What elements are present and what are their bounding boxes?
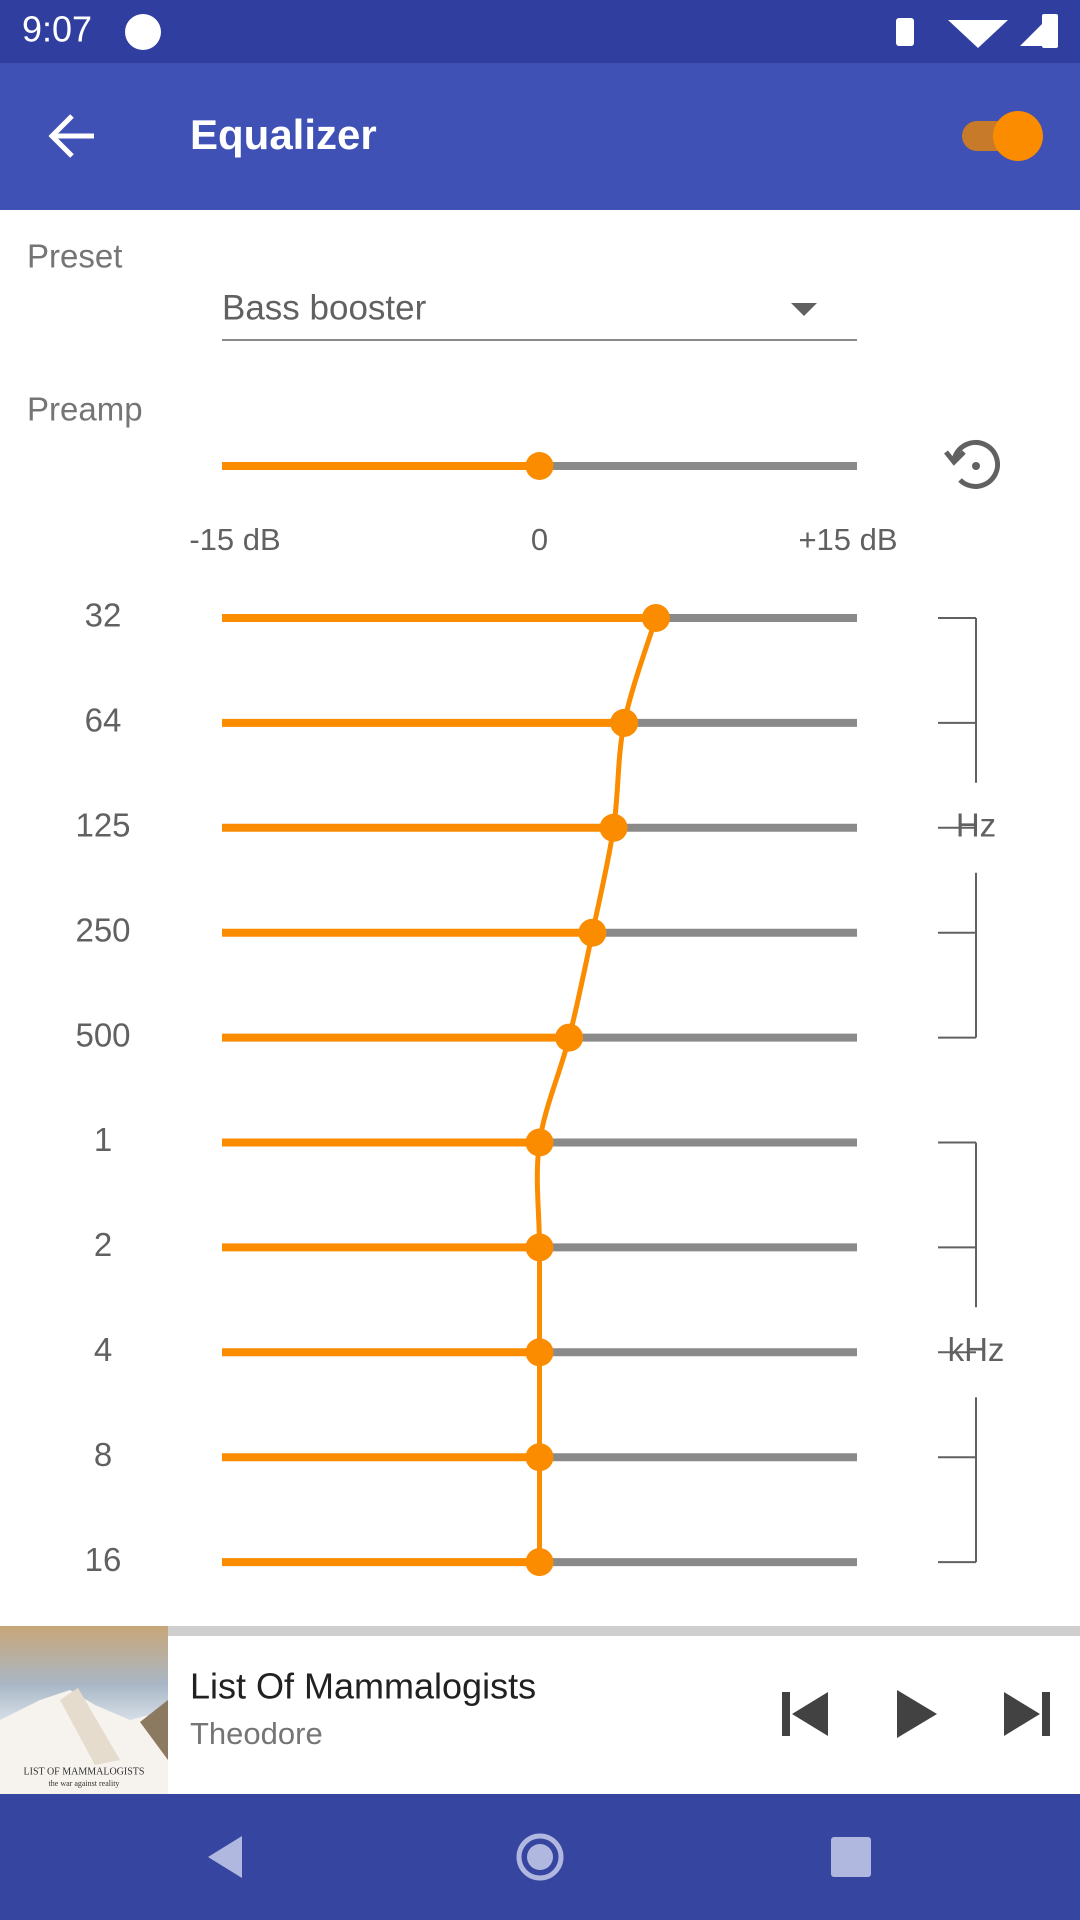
nav-home[interactable]	[516, 1833, 564, 1881]
band-group-label: kHz	[948, 1331, 1005, 1368]
band-label: 4	[94, 1331, 112, 1368]
preset-dropdown[interactable]: Bass booster	[222, 288, 427, 327]
band-label: 1	[94, 1121, 112, 1158]
album-art: LIST OF MAMMALOGISTS the war against rea…	[0, 1626, 168, 1794]
play-button[interactable]	[897, 1690, 937, 1738]
status-icons	[896, 14, 1058, 48]
next-button[interactable]	[1004, 1692, 1050, 1736]
band-label: 2	[94, 1226, 112, 1263]
track-artist: Theodore	[190, 1716, 323, 1751]
nav-recents[interactable]	[831, 1837, 871, 1877]
band-label: 32	[85, 597, 122, 634]
band-thumb[interactable]	[525, 1548, 554, 1577]
nav-home-dot	[527, 1844, 553, 1870]
band-thumb[interactable]	[599, 813, 628, 842]
eq-curve	[534, 617, 659, 1563]
back-button[interactable]	[48, 114, 94, 158]
nav-back[interactable]	[208, 1836, 242, 1878]
band-thumb[interactable]	[641, 604, 670, 632]
reset-button[interactable]	[944, 439, 1001, 489]
toggle-thumb	[993, 111, 1043, 161]
status-time: 9:07	[22, 9, 92, 50]
album-art-subtitle: the war against reality	[49, 1779, 120, 1788]
band-label: 125	[75, 807, 130, 844]
enable-toggle[interactable]	[962, 111, 1043, 161]
app-bar	[0, 63, 1080, 210]
band-thumb[interactable]	[555, 1023, 584, 1052]
band-thumb[interactable]	[578, 918, 607, 947]
scale-label: -15 dB	[189, 522, 280, 557]
band-label: 250	[75, 911, 130, 948]
preamp-label: Preamp	[27, 391, 143, 428]
band-label: 8	[94, 1436, 112, 1473]
screen-title: Equalizer	[190, 111, 377, 158]
band-label: 16	[85, 1541, 122, 1578]
track-title: List Of Mammalogists	[190, 1666, 536, 1707]
scale-label: +15 dB	[798, 522, 897, 557]
status-bar	[0, 0, 1080, 63]
scale-label: 0	[531, 522, 548, 557]
previous-button[interactable]	[782, 1692, 828, 1736]
band-label: 500	[75, 1016, 130, 1053]
preset-label: Preset	[27, 238, 122, 275]
band-thumb[interactable]	[610, 708, 639, 737]
band-thumb[interactable]	[525, 1233, 554, 1262]
preamp-thumb[interactable]	[525, 452, 554, 480]
band-thumb[interactable]	[525, 1443, 554, 1472]
band-thumb[interactable]	[525, 1128, 554, 1157]
status-app-icon	[125, 14, 161, 50]
band-label: 64	[85, 702, 122, 739]
dropdown-arrow[interactable]	[791, 303, 817, 316]
band-group-label: Hz	[956, 807, 996, 844]
progress-bar[interactable]	[168, 1626, 1080, 1636]
band-thumb[interactable]	[525, 1338, 554, 1367]
album-art-title: LIST OF MAMMALOGISTS	[24, 1766, 145, 1777]
